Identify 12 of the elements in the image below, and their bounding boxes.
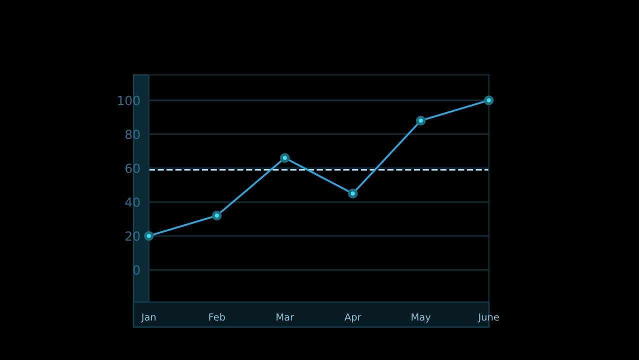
x-tick-label: June	[478, 313, 499, 322]
y-tick-label: 20	[126, 231, 140, 241]
x-tick-label: Mar	[276, 313, 294, 321]
y-tick-label: 80	[125, 130, 140, 140]
x-tick-label: Jan	[140, 313, 156, 322]
x-tick-label: Apr	[344, 313, 362, 323]
y-tick-label: 60	[126, 164, 140, 174]
y-tick-label: 100	[118, 96, 140, 106]
x-tick-label: Feb	[209, 313, 225, 321]
y-tick-label: 40	[125, 197, 140, 207]
y-tick-label: 0	[133, 265, 140, 275]
x-tick-label: May	[412, 313, 431, 323]
